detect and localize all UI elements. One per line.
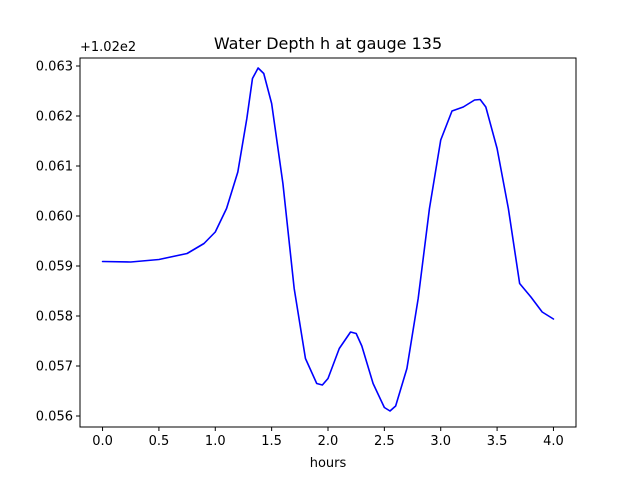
y-tick-label: 0.059 [36, 260, 73, 275]
x-tick-label: 4.0 [543, 434, 564, 449]
x-tick-label: 0.0 [92, 434, 113, 449]
y-axis-offset-label: +1.02e2 [80, 40, 136, 55]
x-tick-label: 2.0 [318, 434, 339, 449]
y-tick-label: 0.062 [36, 110, 73, 125]
series-line-0 [101, 67, 555, 412]
x-tick-label: 3.5 [487, 434, 508, 449]
x-tick-label: 3.0 [430, 434, 451, 449]
y-tick-label: 0.061 [36, 160, 73, 175]
y-tick-label: 0.058 [36, 310, 73, 325]
x-tick-label: 1.0 [205, 434, 226, 449]
y-tick-label: 0.060 [36, 210, 73, 225]
y-tick-label: 0.056 [36, 410, 73, 425]
chart-title: Water Depth h at gauge 135 [214, 34, 442, 53]
x-tick-label: 0.5 [149, 434, 170, 449]
plot-area: 0.0 0.5 1.0 1.5 2.0 2.5 3.0 3.5 4.0 0.056 0.057 0.0… [36, 57, 577, 449]
y-tick-label: 0.057 [36, 360, 73, 375]
x-tick-label: 1.5 [261, 434, 282, 449]
x-tick-label: 2.5 [374, 434, 395, 449]
y-tick-label: 0.063 [36, 60, 73, 75]
x-axis-label: hours [310, 456, 347, 471]
